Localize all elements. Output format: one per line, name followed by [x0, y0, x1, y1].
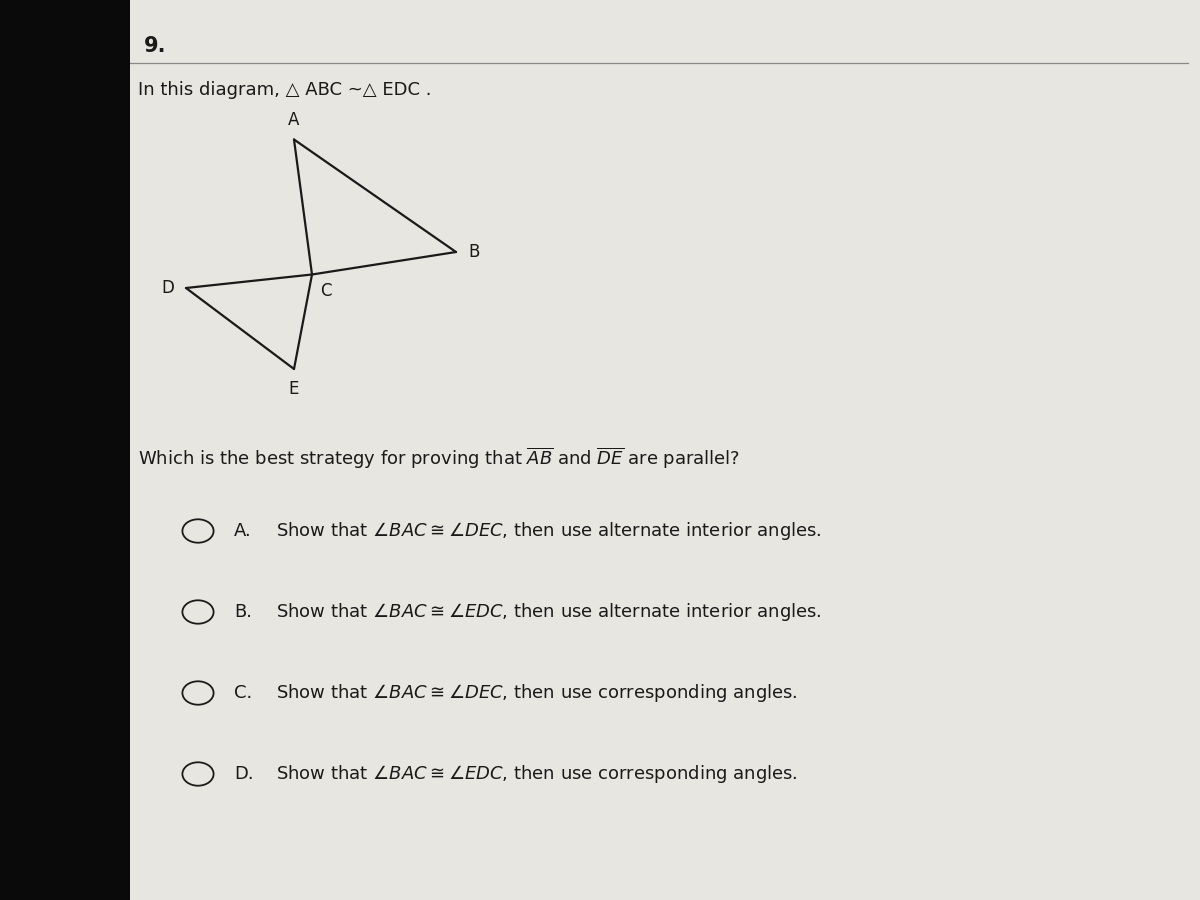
Text: A.: A.: [234, 522, 252, 540]
Text: Show that $\angle BAC \cong \angle DEC$, then use alternate interior angles.: Show that $\angle BAC \cong \angle DEC$,…: [276, 520, 822, 542]
Text: D: D: [161, 279, 174, 297]
Text: Show that $\angle BAC \cong \angle DEC$, then use corresponding angles.: Show that $\angle BAC \cong \angle DEC$,…: [276, 682, 798, 704]
Text: D.: D.: [234, 765, 253, 783]
Text: In this diagram, △ ABC ~△ EDC .: In this diagram, △ ABC ~△ EDC .: [138, 81, 432, 99]
Text: B.: B.: [234, 603, 252, 621]
Text: A: A: [288, 111, 300, 129]
Text: Show that $\angle BAC \cong \angle EDC$, then use corresponding angles.: Show that $\angle BAC \cong \angle EDC$,…: [276, 763, 798, 785]
Text: Which is the best strategy for proving that $\overline{AB}$ and $\overline{DE}$ : Which is the best strategy for proving t…: [138, 446, 740, 471]
Text: 9.: 9.: [144, 36, 167, 56]
Text: Show that $\angle BAC \cong \angle EDC$, then use alternate interior angles.: Show that $\angle BAC \cong \angle EDC$,…: [276, 601, 822, 623]
Text: C.: C.: [234, 684, 252, 702]
Text: E: E: [289, 380, 299, 398]
Text: C: C: [320, 282, 332, 300]
Text: B: B: [468, 243, 479, 261]
Bar: [0, 0, 130, 900]
